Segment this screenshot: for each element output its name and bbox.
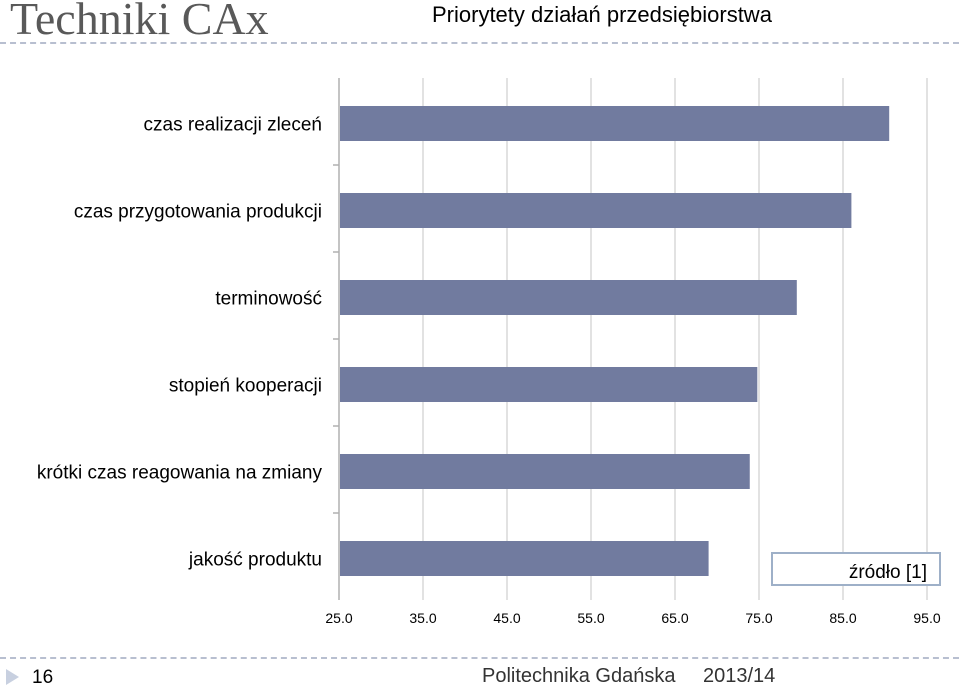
bar xyxy=(340,367,758,402)
category-label: czas przygotowania produkcji xyxy=(74,202,322,223)
x-tick-label: 55.0 xyxy=(577,610,604,626)
category-label: krótki czas reagowania na zmiany xyxy=(37,463,323,484)
institution-name: Politechnika Gdańska xyxy=(482,665,676,687)
x-tick-label: 85.0 xyxy=(829,610,856,626)
bar xyxy=(340,454,750,489)
academic-year: 2013/14 xyxy=(703,665,776,687)
presentation-brand: Techniki CAx xyxy=(10,0,269,44)
x-tick-label: 45.0 xyxy=(493,610,520,626)
bar xyxy=(340,106,890,141)
category-label: czas realizacji zleceń xyxy=(144,115,322,136)
header-divider xyxy=(0,42,959,44)
bar xyxy=(340,541,709,576)
category-label: jakość produktu xyxy=(188,550,322,571)
category-label: terminowość xyxy=(215,289,322,310)
x-tick-label: 35.0 xyxy=(409,610,436,626)
x-tick-label: 75.0 xyxy=(745,610,772,626)
bar xyxy=(340,280,797,315)
page-number: 16 xyxy=(32,667,54,688)
bar xyxy=(340,193,852,228)
x-tick-label: 25.0 xyxy=(325,610,352,626)
x-tick-label: 65.0 xyxy=(661,610,688,626)
bar-chart: czas realizacji zleceń czas przygotowania… xyxy=(37,78,941,626)
footer-divider xyxy=(0,657,959,659)
x-tick-label: 95.0 xyxy=(913,610,940,626)
footer-arrow-icon xyxy=(6,669,19,685)
category-label: stopień kooperacji xyxy=(169,376,322,397)
source-note: źródło [1] xyxy=(771,552,941,586)
chart-title: Priorytety działań przedsiębiorstwa xyxy=(432,2,772,27)
